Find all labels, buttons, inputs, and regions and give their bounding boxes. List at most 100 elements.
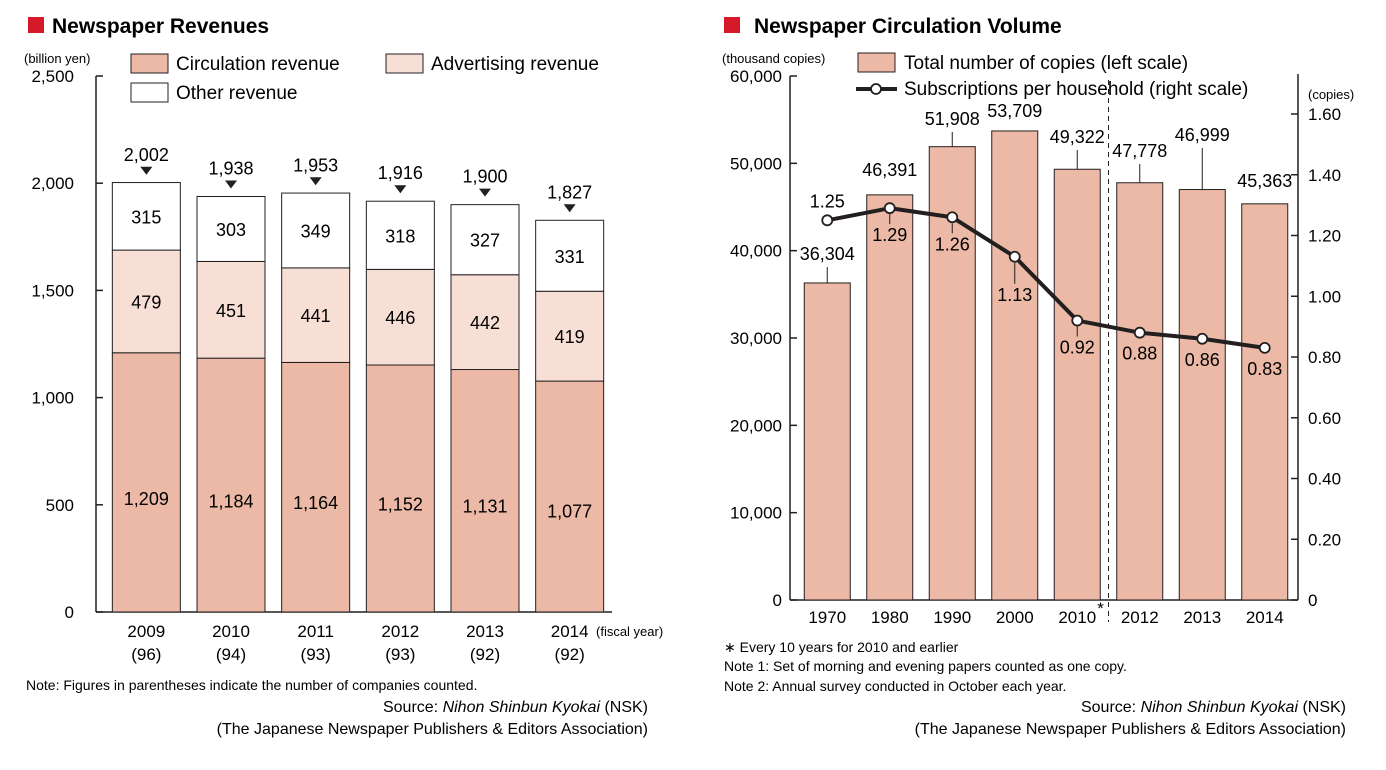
y-tick-label: 1,500 bbox=[31, 281, 74, 300]
chart-title: Newspaper Revenues bbox=[52, 15, 269, 38]
x-tick-label: 2010 bbox=[1058, 608, 1096, 627]
bar-value-label: 49,322 bbox=[1050, 127, 1105, 147]
bar-segment-advertising bbox=[535, 290, 605, 382]
data-label-other: 327 bbox=[470, 231, 500, 251]
copies-bar bbox=[1241, 203, 1289, 601]
legend-swatch-circulation bbox=[130, 53, 169, 74]
legend-label-advertising: Advertising revenue bbox=[431, 54, 599, 75]
notes-line-1: Note 1: Set of morning and evening paper… bbox=[724, 658, 1127, 674]
data-label-circulation: 1,152 bbox=[378, 494, 423, 514]
total-arrow-icon bbox=[140, 166, 153, 175]
bar-segment-advertising bbox=[111, 249, 181, 354]
notes-line-asterisk: ∗ Every 10 years for 2010 and earlier bbox=[724, 639, 959, 655]
line-value-label: 1.26 bbox=[935, 234, 970, 254]
bar-segment-other bbox=[365, 200, 435, 270]
legend-swatch-copies bbox=[857, 52, 896, 73]
left-y-tick-label: 20,000 bbox=[730, 416, 782, 435]
bar-segment-other bbox=[281, 192, 351, 269]
x-tick-label: 2012 bbox=[1121, 608, 1159, 627]
bar-segment-other bbox=[196, 195, 266, 262]
bar-segment-circulation bbox=[535, 380, 605, 613]
company-count-label: (94) bbox=[216, 645, 246, 664]
x-tick-label: 1990 bbox=[933, 608, 971, 627]
data-label-other: 315 bbox=[131, 207, 161, 227]
bar-value-label: 46,999 bbox=[1175, 125, 1230, 145]
data-label-circulation: 1,164 bbox=[293, 493, 338, 513]
bar-value-label: 45,363 bbox=[1237, 171, 1292, 191]
bar-value-label: 36,304 bbox=[800, 244, 855, 264]
copies-bar bbox=[803, 282, 851, 601]
circulation-plot-area: 0 10,000 20,000 30,000 40,000 50,000 60,000 0 0.… bbox=[730, 67, 1341, 627]
line-value-label: 0.86 bbox=[1185, 350, 1220, 370]
y-tick-label: 2,000 bbox=[31, 174, 74, 193]
line-value-label: 0.83 bbox=[1247, 359, 1282, 379]
bar-value-label: 46,391 bbox=[862, 160, 917, 180]
bar-segment-other bbox=[450, 204, 520, 276]
data-label-other: 303 bbox=[216, 220, 246, 240]
total-arrow-icon bbox=[225, 180, 237, 189]
legend-label-circulation: Circulation revenue bbox=[176, 54, 340, 75]
source-organization: (The Japanese Newspaper Publishers & Edi… bbox=[915, 721, 1346, 738]
legend-swatch-other bbox=[130, 82, 169, 103]
x-tick-label: 2014 bbox=[551, 622, 589, 641]
bar-segment-advertising bbox=[196, 260, 266, 359]
company-count-label: (92) bbox=[555, 645, 585, 664]
bar-segment-advertising bbox=[281, 267, 351, 363]
x-axis-unit-label: (fiscal year) bbox=[596, 624, 663, 639]
bar-segment-circulation bbox=[450, 369, 520, 613]
subscriptions-line bbox=[826, 206, 1266, 350]
line-value-label: 0.92 bbox=[1060, 338, 1095, 358]
total-label: 1,938 bbox=[208, 158, 253, 178]
bar-segment-other bbox=[111, 182, 181, 251]
data-label-circulation: 1,184 bbox=[208, 491, 253, 511]
right-y-tick-label: 1.60 bbox=[1308, 105, 1341, 124]
total-label: 1,827 bbox=[547, 182, 592, 202]
circulation-chart: Newspaper Circulation Volume (thousand c… bbox=[722, 15, 1354, 738]
copies-bar bbox=[1116, 182, 1164, 601]
x-tick-label: 2010 bbox=[212, 622, 250, 641]
y-tick-label: 2,500 bbox=[31, 67, 74, 86]
x-tick-label: 2014 bbox=[1246, 608, 1284, 627]
line-point-marker bbox=[946, 211, 959, 224]
left-y-tick-label: 50,000 bbox=[730, 154, 782, 173]
x-tick-label: 1980 bbox=[871, 608, 909, 627]
data-label-other: 318 bbox=[385, 226, 415, 246]
right-axis-unit-label: (copies) bbox=[1308, 87, 1354, 102]
line-point-marker bbox=[1071, 314, 1084, 327]
title-square-icon bbox=[724, 17, 740, 33]
revenues-plot-area: 0 500 1,000 1,500 2,000 2,500 1,209 479 315 2,002… bbox=[31, 67, 612, 664]
total-label: 1,916 bbox=[378, 163, 423, 183]
x-tick-label: 2000 bbox=[996, 608, 1034, 627]
bar-segment-circulation bbox=[196, 357, 266, 613]
copies-bar bbox=[1053, 168, 1101, 601]
data-label-other: 331 bbox=[555, 247, 585, 267]
bar-segment-other bbox=[535, 219, 605, 292]
bar-segment-circulation bbox=[111, 352, 181, 613]
notes-line-2: Note 2: Annual survey conducted in Octob… bbox=[724, 678, 1066, 694]
total-arrow-icon bbox=[563, 204, 576, 213]
bar-value-label: 47,778 bbox=[1112, 141, 1167, 161]
x-tick-label: 2013 bbox=[466, 622, 504, 641]
right-y-tick-label: 0 bbox=[1308, 591, 1317, 610]
note-text: Note: Figures in parentheses indicate th… bbox=[26, 677, 477, 693]
y-axis-unit-label: (billion yen) bbox=[24, 51, 90, 66]
line-point-marker bbox=[883, 202, 896, 215]
chart-title: Newspaper Circulation Volume bbox=[754, 15, 1062, 38]
data-label-other: 349 bbox=[301, 221, 331, 241]
company-count-label: (92) bbox=[470, 645, 500, 664]
x-tick-label: 1970 bbox=[808, 608, 846, 627]
data-label-advertising: 419 bbox=[555, 327, 585, 347]
right-y-tick-label: 0.20 bbox=[1308, 530, 1341, 549]
source-line: Source: Nihon Shinbun Kyokai (NSK) bbox=[383, 699, 648, 716]
copies-bar bbox=[1178, 189, 1226, 601]
left-y-tick-label: 0 bbox=[773, 591, 782, 610]
data-label-advertising: 451 bbox=[216, 301, 246, 321]
left-y-tick-label: 40,000 bbox=[730, 242, 782, 261]
source-line: Source: Nihon Shinbun Kyokai (NSK) bbox=[1081, 699, 1346, 716]
bar-value-label: 53,709 bbox=[987, 101, 1042, 121]
left-axis-unit-label: (thousand copies) bbox=[722, 51, 825, 66]
bar-segment-advertising bbox=[450, 274, 520, 371]
legend-swatch-advertising bbox=[385, 53, 424, 74]
line-point-marker bbox=[1258, 341, 1271, 354]
